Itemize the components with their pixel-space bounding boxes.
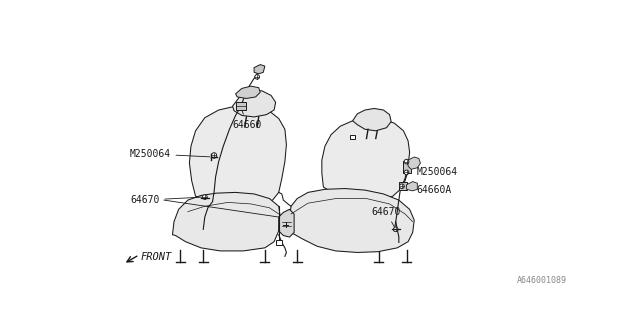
- Polygon shape: [322, 118, 410, 202]
- Text: FRONT: FRONT: [141, 252, 172, 262]
- Polygon shape: [254, 65, 265, 74]
- Text: 64660: 64660: [232, 110, 262, 130]
- Text: M250064: M250064: [129, 149, 210, 159]
- Polygon shape: [279, 209, 294, 237]
- Polygon shape: [353, 108, 391, 131]
- Circle shape: [211, 153, 217, 158]
- Bar: [403, 161, 411, 173]
- Polygon shape: [236, 86, 260, 99]
- Bar: [399, 182, 406, 190]
- Polygon shape: [172, 192, 280, 251]
- Polygon shape: [232, 91, 276, 117]
- Circle shape: [404, 159, 409, 164]
- Bar: [276, 240, 282, 245]
- Text: A646001089: A646001089: [516, 276, 566, 285]
- Polygon shape: [189, 106, 287, 206]
- Circle shape: [255, 75, 259, 79]
- Circle shape: [404, 170, 409, 175]
- Circle shape: [202, 195, 207, 199]
- Polygon shape: [406, 182, 417, 191]
- Bar: [350, 135, 355, 139]
- Circle shape: [394, 227, 398, 232]
- Text: 64660A: 64660A: [411, 183, 452, 195]
- Circle shape: [399, 184, 404, 188]
- Text: M250064: M250064: [410, 163, 458, 177]
- Text: 64670: 64670: [130, 195, 202, 205]
- Polygon shape: [289, 188, 414, 252]
- Text: 64670: 64670: [371, 207, 401, 227]
- Bar: [236, 102, 246, 110]
- Polygon shape: [408, 157, 420, 169]
